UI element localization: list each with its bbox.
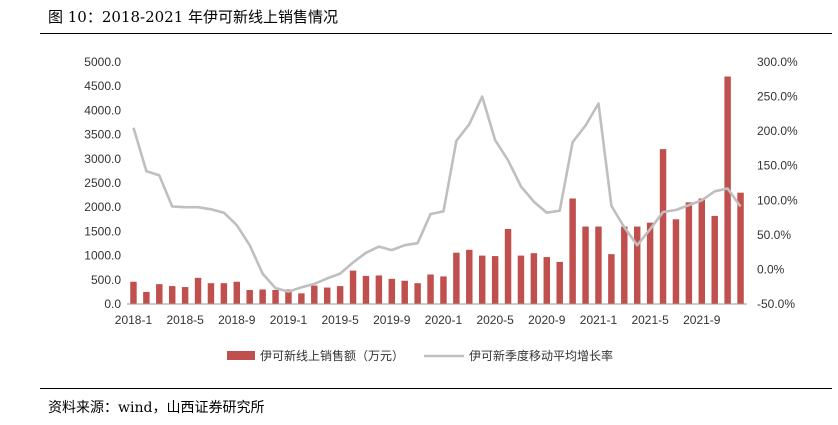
x-tick-label: 2021-9	[683, 313, 721, 327]
x-tick-label: 2018-9	[218, 313, 256, 327]
source-note: 资料来源：wind，山西证券研究所	[48, 400, 265, 416]
sales-bar	[285, 289, 292, 304]
y-left-tick: 0.0	[104, 297, 121, 311]
sales-bar	[362, 275, 370, 304]
sales-bar	[491, 256, 499, 304]
sales-bar	[427, 274, 434, 304]
x-tick-label: 2018-1	[115, 313, 153, 327]
sales-bar	[569, 198, 576, 304]
sales-bar	[233, 281, 241, 304]
bottom-rule	[40, 388, 832, 389]
sales-bar	[130, 281, 137, 304]
sales-bar	[181, 287, 189, 304]
sales-bar	[556, 261, 563, 304]
sales-bar	[659, 149, 667, 304]
sales-bar	[543, 257, 551, 304]
sales-bar	[453, 252, 460, 304]
sales-bar	[711, 215, 718, 304]
sales-bar	[646, 222, 654, 304]
y-left-tick: 4500.0	[84, 79, 121, 93]
x-tick-label: 2020-9	[528, 313, 566, 327]
sales-bar	[336, 286, 344, 304]
x-tick-label: 2020-5	[476, 313, 514, 327]
y-left-tick: 500.0	[91, 273, 121, 287]
combo-chart: 0.0 500.0 1000.0 1500.0 2000.0 2500.0 3000.0 35…	[84, 55, 798, 363]
sales-bar	[633, 226, 641, 304]
y-right-tick: 0.0%	[757, 262, 785, 276]
y-left-tick: 5000.0	[84, 55, 121, 69]
y-left-tick: 1000.0	[84, 249, 121, 263]
sales-bar	[685, 202, 693, 304]
figure-title: 图 10：2018-2021 年伊可新线上销售情况	[48, 8, 339, 26]
sales-bar	[414, 283, 421, 304]
sales-bar	[194, 277, 202, 304]
sales-bar	[737, 192, 744, 304]
y-left-tick: 2500.0	[84, 176, 121, 190]
sales-bar	[388, 278, 396, 304]
sales-bar	[298, 293, 305, 304]
sales-bar	[621, 226, 628, 304]
y-right-tick: 50.0%	[757, 228, 791, 242]
sales-bar	[440, 276, 447, 304]
sales-bar	[375, 275, 383, 304]
sales-bar	[311, 285, 318, 304]
sales-bar	[220, 283, 228, 304]
legend-swatch-sales	[227, 351, 255, 360]
y-left-tick: 3500.0	[84, 128, 121, 142]
sales-bar	[143, 291, 150, 304]
sales-bar	[478, 255, 486, 304]
sales-bar	[246, 289, 253, 304]
sales-bar	[595, 226, 602, 304]
sales-bar	[504, 228, 512, 304]
sales-bar	[530, 253, 538, 304]
legend-label-rate: 伊可新季度移动平均增长率	[469, 348, 613, 363]
sales-bar	[582, 226, 589, 304]
sales-bar	[672, 219, 680, 304]
x-tick-label: 2020-1	[425, 313, 463, 327]
y-left-tick: 2000.0	[84, 200, 121, 214]
sales-bar	[401, 280, 408, 304]
sales-bar	[349, 270, 357, 304]
sales-bar	[323, 287, 331, 304]
x-tick-label: 2018-5	[166, 313, 204, 327]
y-right-tick: 150.0%	[757, 159, 798, 173]
y-right-tick: 100.0%	[757, 193, 798, 207]
sales-bar	[517, 255, 525, 304]
top-rule	[40, 33, 832, 34]
sales-bar	[698, 198, 706, 304]
rate-line	[132, 95, 742, 293]
sales-bar	[272, 289, 279, 304]
sales-bar	[156, 284, 163, 304]
sales-bar	[207, 283, 215, 304]
y-left-tick: 1500.0	[84, 224, 121, 238]
sales-bar	[608, 254, 615, 304]
legend-label-sales: 伊可新线上销售额（万元）	[260, 348, 404, 363]
x-tick-label: 2019-9	[373, 313, 411, 327]
y-right-tick: 300.0%	[757, 55, 798, 69]
x-tick-label: 2019-1	[270, 313, 308, 327]
y-right-tick: -50.0%	[757, 297, 795, 311]
sales-bar	[259, 289, 266, 304]
x-tick-label: 2021-1	[580, 313, 618, 327]
y-left-tick: 4000.0	[84, 103, 121, 117]
y-left-tick: 3000.0	[84, 152, 121, 166]
y-right-tick: 250.0%	[757, 90, 798, 104]
y-right-tick: 200.0%	[757, 124, 798, 138]
x-tick-label: 2019-5	[321, 313, 359, 327]
sales-bar	[466, 249, 473, 304]
sales-bar	[168, 286, 176, 304]
x-tick-label: 2021-5	[631, 313, 669, 327]
